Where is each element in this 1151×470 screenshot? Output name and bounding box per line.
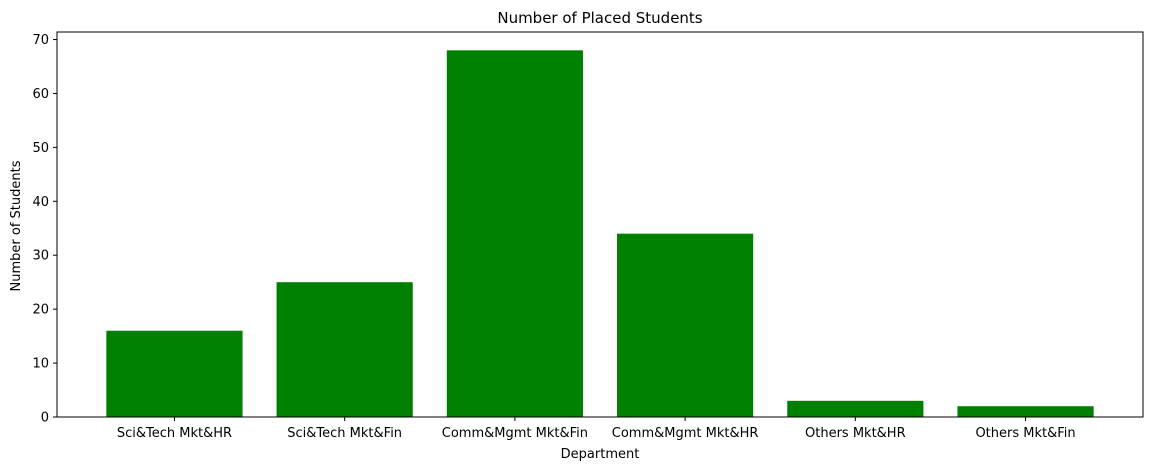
y-tick-label: 70 [32, 33, 49, 48]
y-axis-ticks: 0 10 20 30 40 50 60 70 [32, 33, 57, 426]
chart-title: Number of Placed Students [497, 9, 702, 27]
y-tick-label: 30 [32, 249, 49, 264]
x-tick-label: Others Mkt&HR [805, 426, 906, 441]
plot-frame [56, 31, 1144, 418]
x-tick-label: Comm&Mgmt Mkt&HR [612, 426, 759, 441]
x-tick-label: Sci&Tech Mkt&HR [117, 426, 232, 441]
bar [106, 330, 243, 417]
bar [446, 50, 583, 417]
y-tick-label: 10 [32, 357, 49, 372]
y-tick-label: 20 [32, 303, 49, 318]
x-tick-label: Others Mkt&Fin [975, 426, 1075, 441]
bar [787, 400, 924, 417]
y-axis-label: Number of Students [9, 160, 24, 291]
x-axis-label: Department [561, 447, 640, 462]
x-axis-ticks: Sci&Tech Mkt&HR Sci&Tech Mkt&Fin Comm&Mgmt… [117, 417, 1076, 441]
bar [957, 406, 1094, 417]
bar [617, 233, 754, 417]
y-tick-label: 50 [32, 141, 49, 156]
x-tick-label: Comm&Mgmt Mkt&Fin [442, 426, 588, 441]
x-tick-label: Sci&Tech Mkt&Fin [287, 426, 402, 441]
y-tick-label: 40 [32, 195, 49, 210]
y-tick-label: 0 [41, 411, 49, 426]
bars-group [106, 50, 1094, 417]
y-tick-label: 60 [32, 87, 49, 102]
bar [276, 282, 413, 417]
